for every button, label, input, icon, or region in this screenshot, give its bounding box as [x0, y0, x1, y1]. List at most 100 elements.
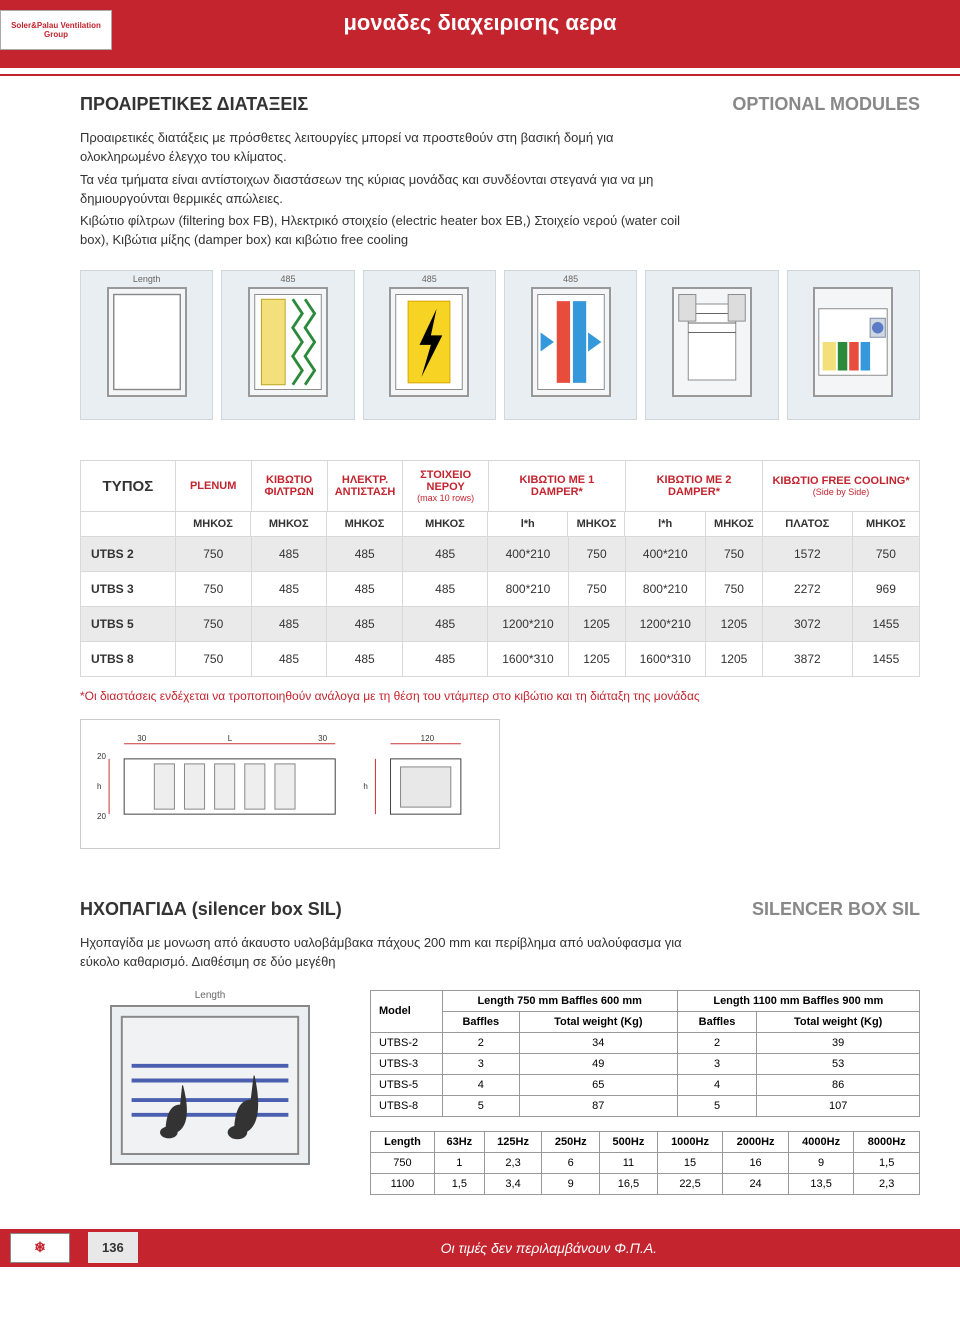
dimensions-table: ΤΥΠΟΣ PLENUM ΚΙΒΩΤΙΟ ΦΙΛΤΡΩΝ ΗΛΕΚΤΡ. ΑΝΤ…: [80, 460, 920, 677]
table1-cell: 1205: [706, 607, 763, 641]
table1-row: UTBS 3750485485485800*210750800*21075022…: [81, 572, 919, 607]
table1-cell: 800*210: [626, 572, 706, 606]
table1-cell: 750: [569, 537, 626, 571]
silencer-diagram: Length: [80, 990, 340, 1165]
technical-drawing: 30 L 30 h 2020 120 h: [80, 719, 500, 849]
table1-cell: 750: [853, 537, 919, 571]
table1-row: UTBS 57504854854851200*21012051200*21012…: [81, 607, 919, 642]
table1-cell: 485: [327, 607, 403, 641]
silencer-length-label: Length: [80, 990, 340, 1001]
section2-p1: Ηχοπαγίδα με μονωση από άκαυστο υαλοβάμβ…: [80, 934, 700, 972]
footer-page-number: 136: [88, 1232, 138, 1263]
table1-header: ΤΥΠΟΣ PLENUM ΚΙΒΩΤΙΟ ΦΙΛΤΡΩΝ ΗΛΕΚΤΡ. ΑΝΤ…: [81, 461, 919, 512]
table1-cell: 750: [706, 537, 763, 571]
t2b-cell: 15: [657, 1152, 723, 1173]
sh-mhkos1: ΜΗΚΟΣ: [176, 512, 252, 536]
module-watercoil-label: 485: [563, 271, 578, 287]
th-freecooling: ΚΙΒΩΤΙΟ FREE COOLING*(Side by Side): [763, 461, 919, 511]
t2a-cell: 86: [757, 1074, 920, 1095]
section2-heading-row: ΗΧΟΠΑΓΙΔΑ (silencer box SIL) SILENCER BO…: [80, 899, 920, 920]
table1-cell: 1205: [706, 642, 763, 676]
t2b-header-row: Length63Hz125Hz250Hz500Hz1000Hz2000Hz400…: [371, 1131, 920, 1152]
table1-cell: 485: [327, 537, 403, 571]
sh-blank: [81, 512, 176, 536]
module-freecooling: [787, 270, 920, 420]
t2a-cell: 2: [677, 1032, 757, 1053]
table1-cell: 1600*310: [488, 642, 568, 676]
table1-cell: 3872: [763, 642, 853, 676]
table1-cell: 750: [706, 572, 763, 606]
table1-cell: 750: [176, 572, 252, 606]
table1-cell: 2272: [763, 572, 853, 606]
page-content: ΠΡΟΑΙΡΕΤΙΚΕΣ ΔΙΑΤΑΞΕΙΣ OPTIONAL MODULES …: [0, 94, 960, 1209]
t2b-cell: 2,3: [854, 1173, 920, 1194]
t2b-h-freq: 1000Hz: [657, 1131, 723, 1152]
module-damper: [645, 270, 778, 420]
module-plenum-label: Length: [133, 271, 161, 287]
t2a-cell: 2: [442, 1032, 519, 1053]
t2b-h-freq: 2000Hz: [723, 1131, 789, 1152]
t2b-cell: 1,5: [434, 1173, 484, 1194]
table1-cell: 1600*310: [626, 642, 706, 676]
table1-cell: 400*210: [488, 537, 568, 571]
t2a-h-group2: Length 1100 mm Baffles 900 mm: [677, 990, 919, 1011]
table1-row: UTBS 2750485485485400*210750400*21075015…: [81, 537, 919, 572]
t2a-h-tw2: Total weight (Kg): [757, 1011, 920, 1032]
section1-p1: Προαιρετικές διατάξεις με πρόσθετες λειτ…: [80, 129, 700, 167]
t2b-h-length: Length: [371, 1131, 435, 1152]
table1-cell: 750: [176, 642, 252, 676]
section1-heading-row: ΠΡΟΑΙΡΕΤΙΚΕΣ ΔΙΑΤΑΞΕΙΣ OPTIONAL MODULES: [80, 94, 920, 115]
table1-cell: 750: [176, 537, 252, 571]
footer-disclaimer: Οι τιμές δεν περιλαμβάνουν Φ.Π.Α.: [138, 1240, 960, 1256]
t2b-row: 75012,3611151691,5: [371, 1152, 920, 1173]
table1-cell: 485: [252, 537, 328, 571]
th-plenum: PLENUM: [176, 461, 252, 511]
th-typos: ΤΥΠΟΣ: [81, 461, 176, 511]
t2a-h-baf1: Baffles: [442, 1011, 519, 1032]
t2b-cell: 3,4: [484, 1173, 542, 1194]
table1-cell: 485: [252, 642, 328, 676]
table1-cell: 800*210: [488, 572, 568, 606]
table1-subheader: ΜΗΚΟΣ ΜΗΚΟΣ ΜΗΚΟΣ ΜΗΚΟΣ l*h ΜΗΚΟΣ l*h ΜΗ…: [81, 512, 919, 537]
t2b-h-freq: 4000Hz: [788, 1131, 854, 1152]
t2a-cell: 87: [519, 1095, 677, 1116]
sh-platos: ΠΛΑΤΟΣ: [763, 512, 853, 536]
table1-cell: 485: [327, 642, 403, 676]
th-filtron: ΚΙΒΩΤΙΟ ΦΙΛΤΡΩΝ: [252, 461, 328, 511]
t2b-cell: 16: [723, 1152, 789, 1173]
t2a-cell: 4: [442, 1074, 519, 1095]
t2a-cell: 3: [677, 1053, 757, 1074]
table1-cell: 3072: [763, 607, 853, 641]
t2a-cell: 107: [757, 1095, 920, 1116]
sh-lh2: l*h: [625, 512, 705, 536]
module-damper-label: [711, 271, 714, 287]
section2-title-gr: ΗΧΟΠΑΓΙΔΑ (silencer box SIL): [80, 899, 342, 920]
table1-cell: 485: [403, 607, 488, 641]
table1-cell: 1455: [853, 642, 919, 676]
table1-model-cell: UTBS 8: [81, 642, 176, 676]
silencer-weight-table: Model Length 750 mm Baffles 600 mm Lengt…: [370, 990, 920, 1117]
table1-cell: 750: [176, 607, 252, 641]
table1-cell: 485: [252, 572, 328, 606]
section1-title-gr: ΠΡΟΑΙΡΕΤΙΚΕΣ ΔΙΑΤΑΞΕΙΣ: [80, 94, 308, 115]
t2b-h-freq: 250Hz: [542, 1131, 600, 1152]
t2b-cell: 6: [542, 1152, 600, 1173]
t2a-h-tw1: Total weight (Kg): [519, 1011, 677, 1032]
module-heater: 485: [363, 270, 496, 420]
svg-text:L: L: [228, 734, 233, 743]
t2b-cell: 9: [788, 1152, 854, 1173]
t2b-length-cell: 1100: [371, 1173, 435, 1194]
module-watercoil: 485: [504, 270, 637, 420]
red-divider: [0, 74, 960, 76]
t2b-cell: 11: [600, 1152, 658, 1173]
t2b-cell: 24: [723, 1173, 789, 1194]
table1-cell: 969: [853, 572, 919, 606]
sh-mhkos4: ΜΗΚΟΣ: [403, 512, 488, 536]
t2a-row: UTBS-85875107: [371, 1095, 920, 1116]
t2b-cell: 13,5: [788, 1173, 854, 1194]
t2a-cell: UTBS-3: [371, 1053, 443, 1074]
table1-cell: 1455: [853, 607, 919, 641]
table1-cell: 485: [252, 607, 328, 641]
t2b-length-cell: 750: [371, 1152, 435, 1173]
t2a-row: UTBS-5465486: [371, 1074, 920, 1095]
